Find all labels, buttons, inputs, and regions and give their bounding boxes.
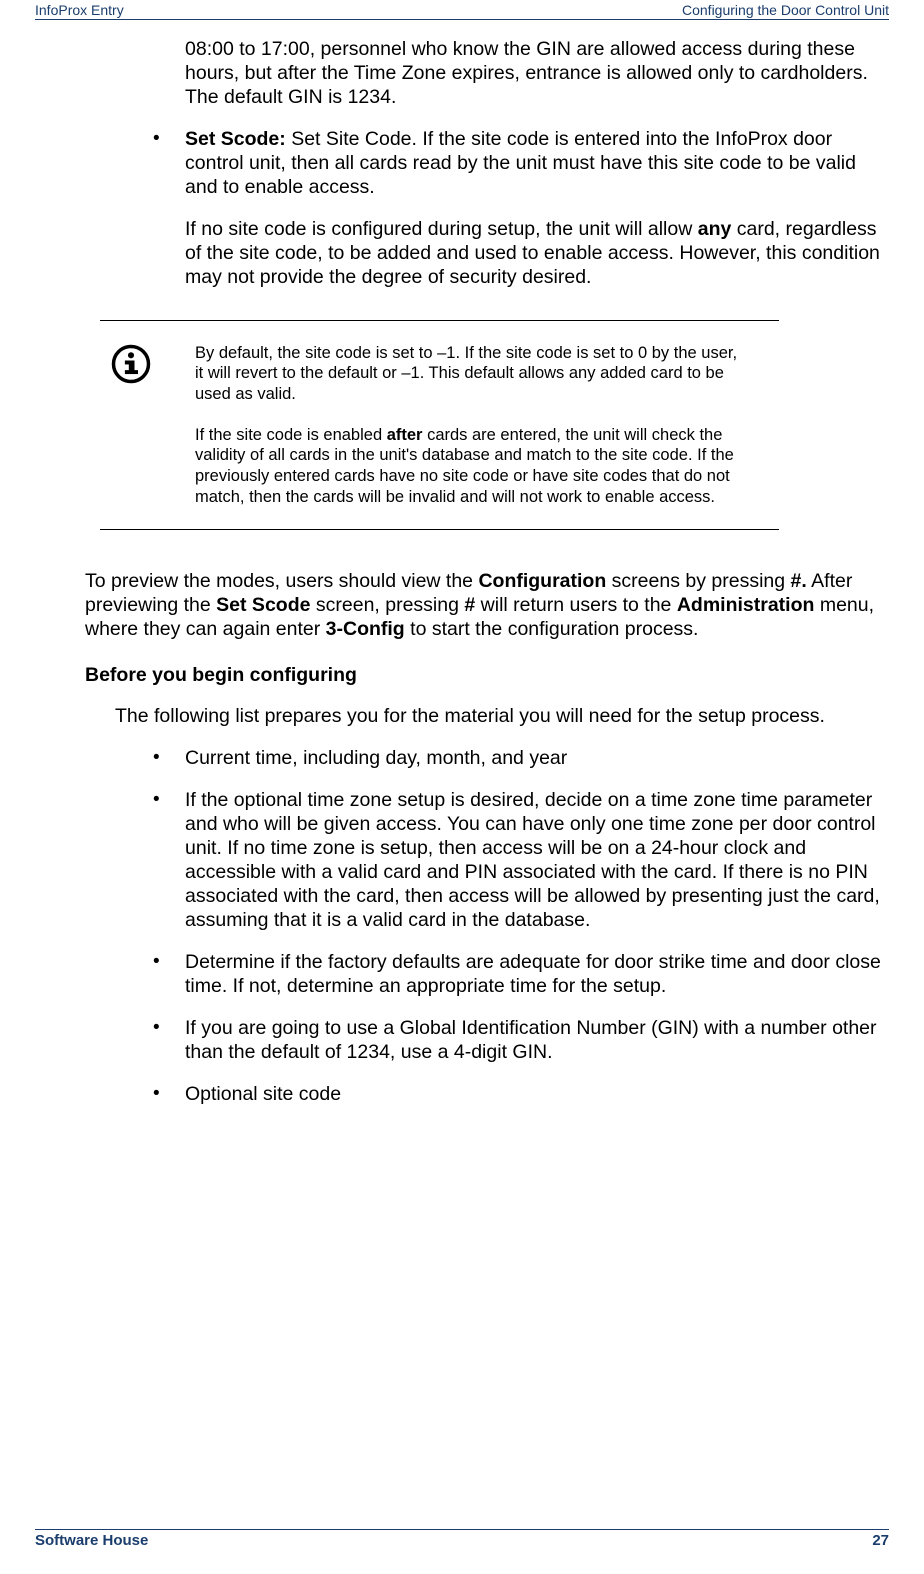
pv-b3: Set Scode [216,594,310,616]
footer-left: Software House [35,1532,148,1549]
before-heading: Before you begin configuring [85,664,889,687]
pv-t7: to start the configuration process. [405,618,699,640]
prep-item-2: • If the optional time zone setup is des… [145,789,889,933]
bullet-marker: • [145,747,185,771]
prep-text-5: Optional site code [185,1083,889,1107]
prep-item-1: • Current time, including day, month, an… [145,747,889,771]
continuation-paragraph: 08:00 to 17:00, personnel who know the G… [185,38,889,110]
prep-item-4: • If you are going to use a Global Ident… [145,1017,889,1065]
pv-b2: #. [791,570,807,592]
info-callout: By default, the site code is set to –1. … [100,320,779,530]
info-icon [100,343,195,507]
bullet-marker: • [145,789,185,933]
pv-b1: Configuration [478,570,606,592]
pv-b5: Administration [677,594,815,616]
prep-text-2: If the optional time zone setup is desir… [185,789,889,933]
set-scode-t2bold: any [698,218,732,240]
prep-item-3: • Determine if the factory defaults are … [145,951,889,999]
before-intro: The following list prepares you for the … [115,705,889,729]
header-right: Configuring the Door Control Unit [682,2,889,18]
set-scode-text1: Set Site Code. If the site code is enter… [185,128,856,198]
page-footer: Software House 27 [35,1529,889,1549]
pv-t4: screen, pressing [310,594,464,616]
header-left: InfoProx Entry [35,2,124,18]
prep-text-4: If you are going to use a Global Identif… [185,1017,889,1065]
bullet-set-scode: • Set Scode: Set Site Code. If the site … [145,128,889,200]
prep-item-5: • Optional site code [145,1083,889,1107]
pv-b6: 3-Config [326,618,405,640]
prep-text-1: Current time, including day, month, and … [185,747,889,771]
bullet-marker: • [145,1017,185,1065]
bullet-marker: • [145,128,185,200]
footer-right: 27 [872,1532,889,1549]
preview-paragraph: To preview the modes, users should view … [85,570,889,642]
pv-t5: will return users to the [475,594,677,616]
info-p1: By default, the site code is set to –1. … [195,343,739,405]
pv-b4: # [464,594,475,616]
pv-t1: To preview the modes, users should view … [85,570,478,592]
bullet-marker: • [145,1083,185,1107]
set-scode-para2: If no site code is configured during set… [185,218,889,290]
pv-t2: screens by pressing [606,570,790,592]
set-scode-label: Set Scode: [185,128,286,150]
info-p2: If the site code is enabled after cards … [195,425,739,508]
bullet-content: Set Scode: Set Site Code. If the site co… [185,128,889,200]
page-header: InfoProx Entry Configuring the Door Cont… [35,0,889,20]
bullet-marker: • [145,951,185,999]
info-text: By default, the site code is set to –1. … [195,343,779,507]
info-p2-pre: If the site code is enabled [195,426,387,444]
set-scode-t2pre: If no site code is configured during set… [185,218,698,240]
info-p2-bold: after [387,426,423,444]
prep-text-3: Determine if the factory defaults are ad… [185,951,889,999]
